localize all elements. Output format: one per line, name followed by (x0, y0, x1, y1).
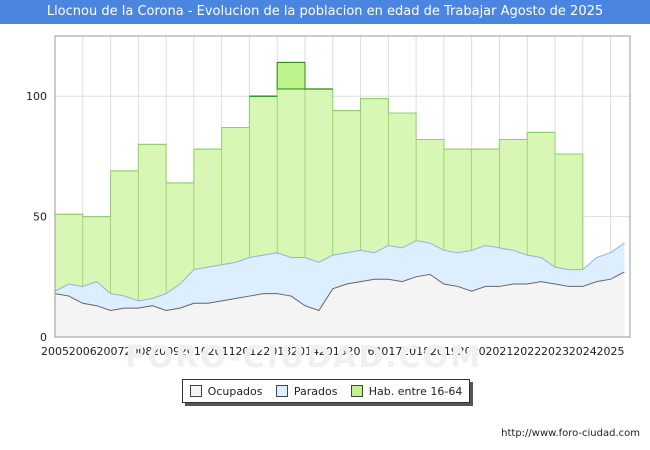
x-tick-label: 2008 (124, 345, 152, 358)
x-tick-label: 2013 (263, 345, 291, 358)
plot-border (54, 35, 631, 338)
y-tick-label: 100 (26, 90, 47, 103)
ocupados-area (55, 271, 625, 337)
y-tick-label: 0 (40, 331, 47, 344)
legend-swatch-hab (350, 385, 363, 397)
x-tick-label: 2005 (41, 345, 69, 358)
x-tick-label: 2010 (180, 345, 208, 358)
x-tick-label: 2019 (430, 345, 458, 358)
legend-label-parados: Parados (293, 384, 338, 398)
x-tick-label: 2016 (347, 345, 375, 358)
x-tick-label: 2017 (374, 345, 402, 358)
hab-peak-bar (276, 61, 306, 90)
legend-swatch-parados (275, 385, 288, 397)
source-url: http://www.foro-ciudad.com (501, 428, 640, 439)
x-tick-label: 2014 (291, 345, 319, 358)
legend-item-parados: Parados (275, 384, 338, 398)
legend-label-hab: Hab. entre 16-64 (368, 384, 463, 398)
x-tick-label: 2015 (319, 345, 347, 358)
x-tick-label: 2025 (597, 345, 625, 358)
legend-item-hab: Hab. entre 16-64 (350, 384, 463, 398)
x-tick-label: 2020 (458, 345, 486, 358)
x-tick-label: 2009 (152, 345, 180, 358)
x-tick-label: 2018 (402, 345, 430, 358)
x-tick-label: 2007 (97, 345, 125, 358)
parados-line (54, 240, 625, 302)
x-tick-label: 2024 (569, 345, 597, 358)
legend-swatch-ocupados (189, 385, 202, 397)
x-tick-label: 2023 (541, 345, 569, 358)
legend-item-ocupados: Ocupados (189, 384, 263, 398)
y-tick-label: 50 (33, 211, 47, 224)
chart-title: Llocnou de la Corona - Evolucion de la p… (0, 0, 650, 24)
legend: Ocupados Parados Hab. entre 16-64 (182, 379, 470, 403)
x-tick-label: 2021 (485, 345, 513, 358)
legend-label-ocupados: Ocupados (207, 384, 263, 398)
x-tick-label: 2022 (513, 345, 541, 358)
ocupados-line (54, 271, 625, 312)
x-tick-label: 2006 (69, 345, 97, 358)
watermark: FORO-CIUDAD.COM (125, 340, 482, 375)
x-tick-label: 2012 (235, 345, 263, 358)
x-tick-label: 2011 (208, 345, 236, 358)
